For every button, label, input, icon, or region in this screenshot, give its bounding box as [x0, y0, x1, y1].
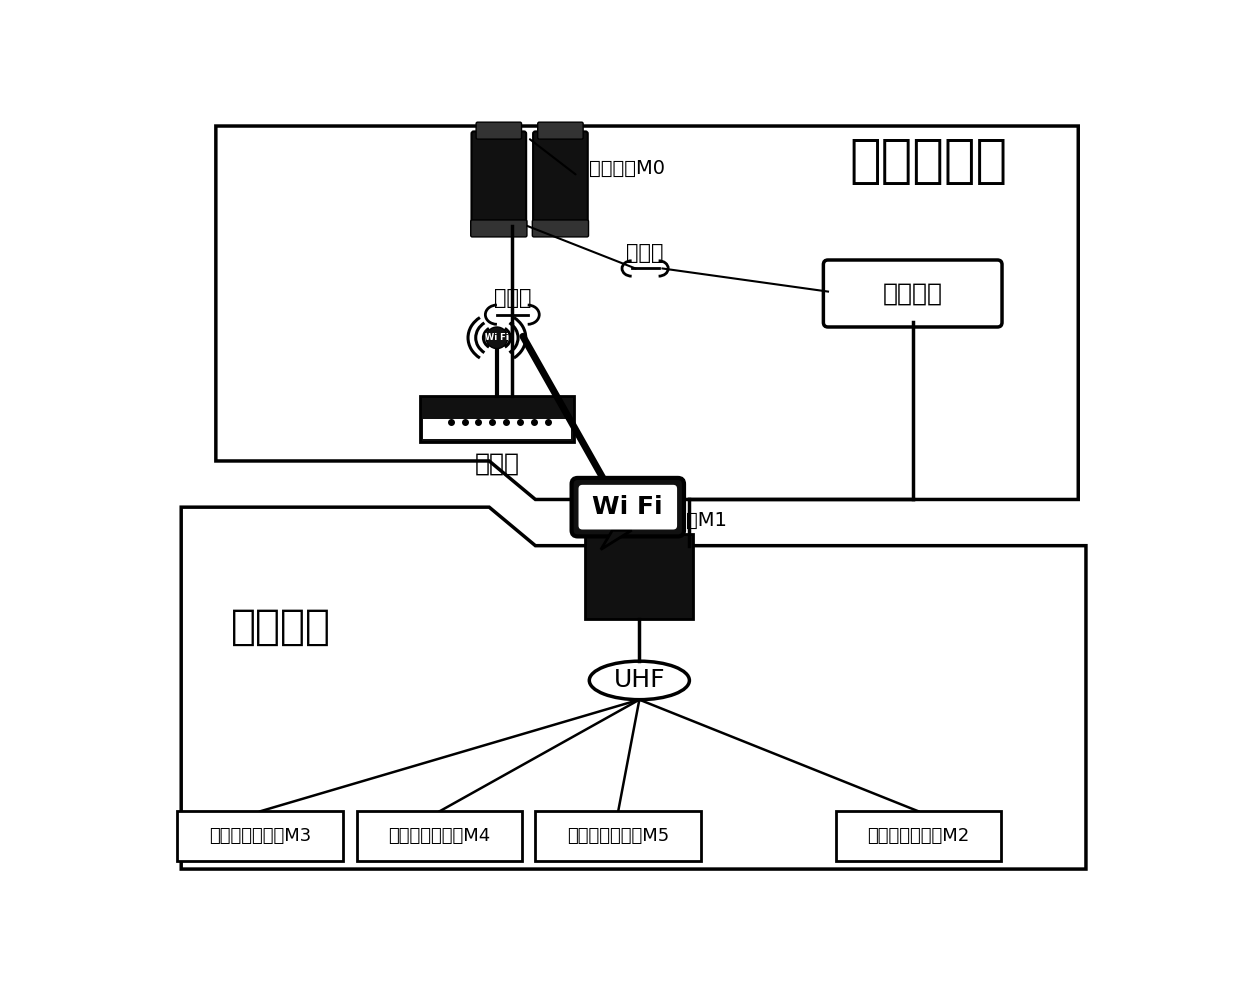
FancyBboxPatch shape	[572, 478, 684, 536]
Ellipse shape	[589, 662, 689, 700]
Text: Wi Fi: Wi Fi	[485, 333, 508, 342]
FancyBboxPatch shape	[823, 260, 1002, 327]
FancyBboxPatch shape	[423, 419, 570, 439]
Text: 互联网: 互联网	[626, 244, 663, 263]
FancyBboxPatch shape	[476, 122, 522, 139]
FancyBboxPatch shape	[536, 811, 701, 862]
Text: UHF: UHF	[614, 669, 665, 692]
Polygon shape	[601, 530, 631, 549]
Polygon shape	[216, 126, 1079, 500]
Text: 智能开关控制盒M3: 智能开关控制盒M3	[210, 827, 311, 845]
Text: 控制处理器M1: 控制处理器M1	[578, 511, 666, 529]
FancyBboxPatch shape	[836, 811, 1001, 862]
Polygon shape	[181, 507, 1086, 869]
FancyBboxPatch shape	[585, 534, 693, 619]
Text: 物联网络: 物联网络	[232, 605, 331, 648]
Text: 智能开关控制盒M4: 智能开关控制盒M4	[388, 827, 491, 845]
Ellipse shape	[486, 327, 507, 348]
FancyBboxPatch shape	[579, 485, 677, 529]
FancyBboxPatch shape	[420, 395, 574, 442]
FancyBboxPatch shape	[538, 122, 583, 139]
FancyBboxPatch shape	[177, 811, 343, 862]
FancyBboxPatch shape	[471, 131, 526, 229]
Text: 互联网: 互联网	[494, 288, 531, 308]
Text: 智能开关控制盒M5: 智能开关控制盒M5	[567, 827, 670, 845]
Text: 路由器: 路由器	[475, 452, 520, 475]
Text: 智能无线发射器M2: 智能无线发射器M2	[867, 827, 970, 845]
FancyBboxPatch shape	[533, 131, 588, 229]
Text: Wi Fi: Wi Fi	[593, 495, 663, 520]
Text: 云服务系统: 云服务系统	[849, 135, 1007, 186]
FancyBboxPatch shape	[471, 220, 527, 237]
FancyBboxPatch shape	[357, 811, 522, 862]
Text: 云服务器M0: 云服务器M0	[589, 159, 666, 177]
FancyBboxPatch shape	[532, 220, 589, 237]
Text: 控制处理器M1: 控制处理器M1	[640, 511, 727, 529]
Text: 用户终端: 用户终端	[883, 281, 942, 306]
